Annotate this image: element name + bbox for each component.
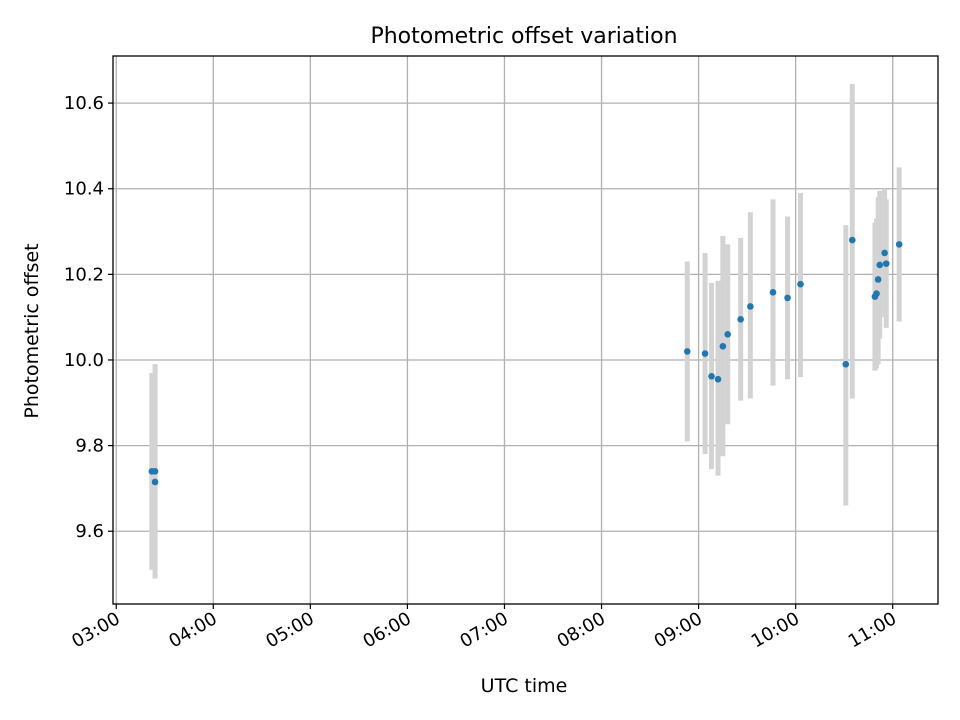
- data-point: [683, 348, 691, 355]
- data-point: [714, 375, 722, 383]
- grid-layer: [113, 56, 938, 604]
- data-point: [842, 360, 850, 368]
- point-layer: [148, 236, 903, 486]
- data-point: [769, 289, 777, 296]
- data-point: [151, 467, 159, 475]
- axes-frame: [112, 55, 939, 605]
- data-point: [895, 241, 903, 248]
- data-point: [881, 249, 888, 257]
- x-axis-label: UTC time: [481, 675, 568, 697]
- y-tick-label: 10.4: [64, 179, 104, 200]
- data-point: [708, 372, 715, 380]
- chart-title: Photometric offset variation: [370, 24, 677, 49]
- y-tick-label: 10.0: [64, 350, 104, 371]
- data-point: [876, 261, 884, 269]
- data-point: [797, 280, 804, 288]
- data-point: [151, 478, 159, 486]
- y-tick-label: 9.6: [75, 521, 104, 542]
- data-point: [724, 330, 732, 338]
- data-point: [719, 342, 727, 350]
- data-point: [747, 303, 754, 310]
- data-point: [737, 315, 744, 323]
- y-tick-label: 10.6: [64, 93, 104, 114]
- y-axis-label: Photometric offset: [21, 243, 43, 418]
- data-point: [873, 290, 880, 297]
- data-point: [882, 260, 890, 267]
- data-point: [848, 236, 856, 244]
- y-tick-label: 10.2: [64, 264, 104, 285]
- data-point: [701, 350, 709, 357]
- data-point: [784, 294, 791, 302]
- y-tick-label: 9.8: [75, 436, 104, 457]
- data-point: [874, 276, 882, 283]
